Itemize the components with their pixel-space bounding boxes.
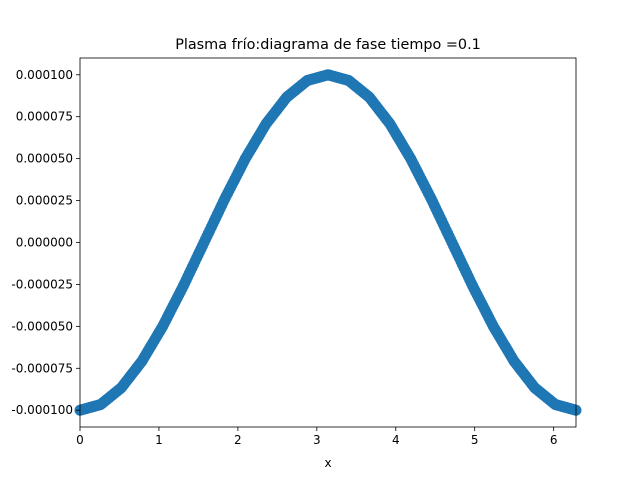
x-tick-label: 0 xyxy=(76,433,84,447)
y-tick-label: -0.000075 xyxy=(11,361,73,375)
x-axis: 0 1 2 3 4 5 6 xyxy=(76,427,557,447)
x-tick-label: 1 xyxy=(155,433,163,447)
y-tick-label: 0.000050 xyxy=(16,152,73,166)
y-tick-label: -0.000025 xyxy=(11,277,73,291)
x-tick-label: 2 xyxy=(234,433,242,447)
data-points-layer xyxy=(74,69,582,416)
data-point-trail xyxy=(569,404,581,416)
y-tick-label: -0.000050 xyxy=(11,319,73,333)
x-axis-label: x xyxy=(324,456,331,470)
x-tick-label: 6 xyxy=(550,433,558,447)
y-tick-label: -0.000100 xyxy=(11,403,73,417)
y-tick-label: 0.000075 xyxy=(16,110,73,124)
y-tick-label: 0.000025 xyxy=(16,194,73,208)
x-tick-label: 3 xyxy=(313,433,321,447)
chart-title: Plasma frío:diagrama de fase tiempo =0.1 xyxy=(175,37,481,53)
y-tick-label: 0.000000 xyxy=(16,236,73,250)
x-tick-label: 4 xyxy=(392,433,400,447)
y-tick-label: 0.000100 xyxy=(16,68,73,82)
y-axis: 0.000100 0.000075 0.000050 0.000025 0.000000… xyxy=(11,68,80,417)
x-tick-label: 5 xyxy=(471,433,479,447)
